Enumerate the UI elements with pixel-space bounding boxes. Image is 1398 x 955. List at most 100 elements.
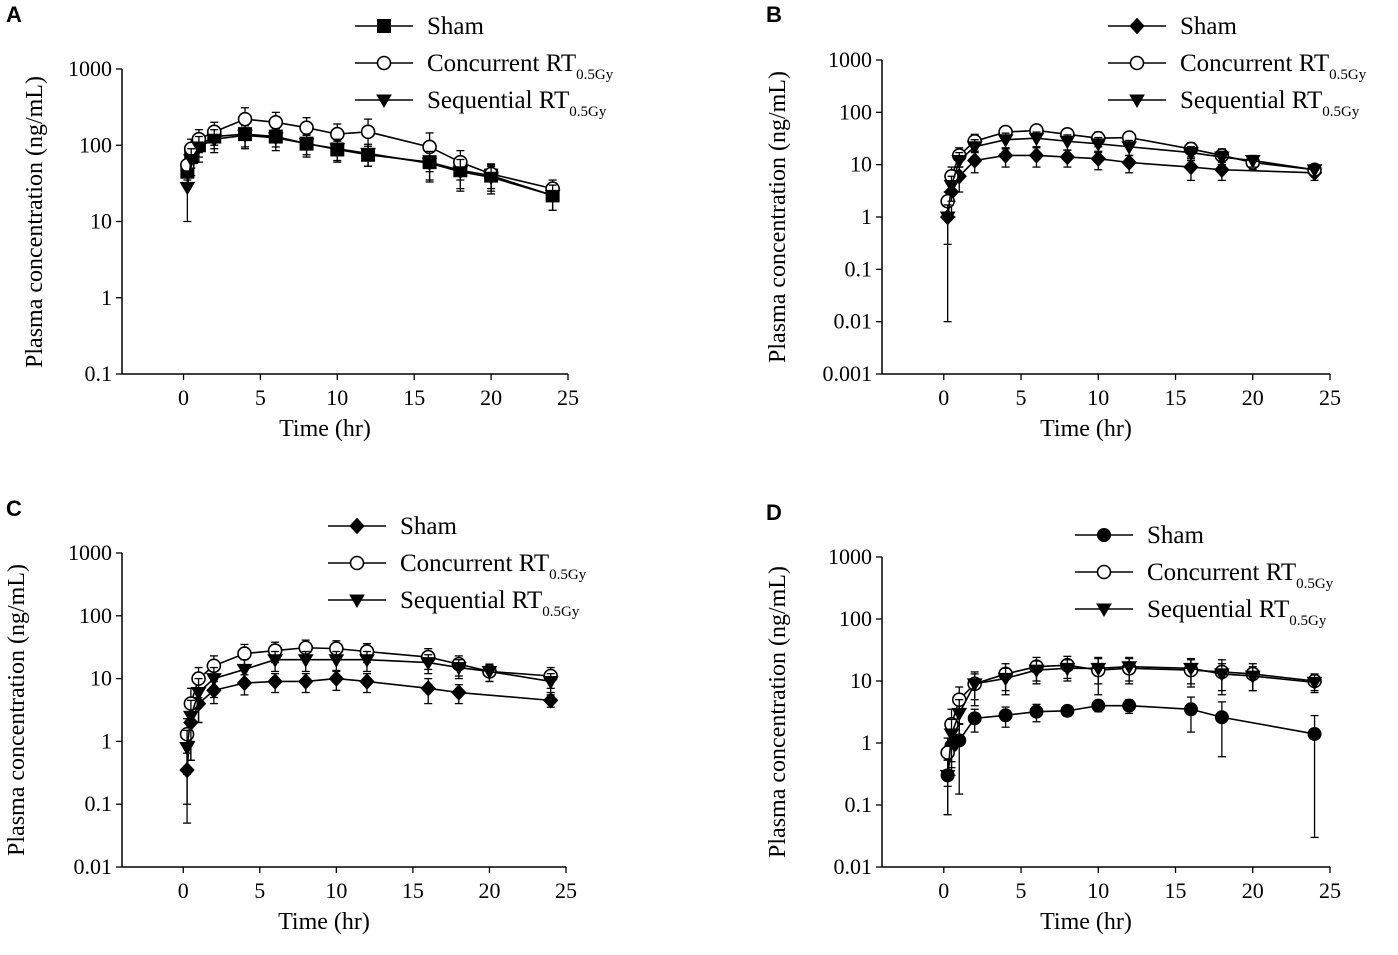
legend-label: Concurrent RT0.5Gy [1147,559,1334,592]
legend-marker [376,55,392,71]
y-tick-label: 1000 [68,56,112,81]
legend-item-1: Sham [355,13,485,40]
legend-item-2: Concurrent RT0.5Gy [1075,559,1334,592]
data-point [237,646,252,661]
y-tick-label: 0.01 [834,854,873,879]
data-point [1029,704,1044,719]
data-point [483,171,499,186]
y-axis-title: Plasma concentration (ng/mL) [765,566,791,858]
panel-letter: C [6,496,22,521]
legend: Sham Concurrent RT0.5Gy Sequential RT0.5Gy [1075,522,1334,629]
legend-label-main: Concurrent RT [427,50,576,77]
legend-label: Sequential RT0.5Gy [427,87,607,120]
series-3 [939,131,1323,246]
data-point [1306,676,1323,691]
data-point [1214,710,1229,725]
data-point [236,663,253,678]
data-point [267,654,283,668]
x-tick-label: 10 [1087,878,1109,903]
x-tick-label: 0 [178,878,189,903]
legend-marker [1129,17,1145,35]
x-tick-label: 20 [480,385,502,410]
x-tick-label: 20 [1242,385,1264,410]
y-tick-label: 0.1 [85,361,113,386]
data-point [542,675,559,690]
legend-label: Sham [1180,13,1238,40]
legend-label-main: Sequential RT [400,587,542,614]
panel-b: B 0.001 0.01 0.1 1 10 100 1000 0 5 10 15 20 25 Time (h… [765,2,1367,442]
series-3 [179,125,561,223]
data-point [183,710,199,725]
data-point [267,132,284,146]
data-point [267,673,283,690]
data-point [329,143,346,157]
data-point [205,673,222,687]
data-point [1091,698,1106,713]
legend-label-main: Sham [427,13,485,40]
data-point [998,708,1013,723]
data-point [360,147,376,162]
data-point [1213,668,1230,682]
legend-label-main: Sequential RT [1180,87,1322,114]
data-point [1060,703,1075,718]
data-point [1028,132,1045,147]
legend-label: Concurrent RT0.5Gy [400,550,587,583]
legend-label-main: Sequential RT [427,87,569,114]
legend-item-3: Sequential RT0.5Gy [355,87,607,120]
legend-label-sub: 0.5Gy [576,67,614,83]
series-line [186,658,551,748]
legend-label: Sham [400,513,458,540]
y-tick-label: 100 [79,132,112,157]
x-tick-label: 15 [402,878,424,903]
x-tick-label: 15 [403,385,425,410]
series-3 [939,656,1323,816]
legend-item-1: Sham [1108,13,1238,40]
legend-label-main: Sham [1147,522,1205,549]
x-tick-label: 25 [555,878,577,903]
data-point [1307,726,1322,741]
data-point [966,678,983,692]
data-point [206,133,223,148]
legend-label: Sequential RT0.5Gy [400,587,580,620]
legend-label: Sham [1147,522,1205,549]
data-point [997,147,1014,164]
y-tick-label: 100 [839,606,872,631]
data-point [190,687,207,701]
data-point [359,673,375,690]
data-point [997,672,1014,687]
y-tick-label: 10 [90,666,112,691]
x-tick-label: 5 [254,878,265,903]
legend-marker [1097,528,1111,542]
data-point [1121,661,1138,675]
x-tick-label: 25 [557,385,579,410]
panel-letter: B [766,2,782,27]
x-axis-title: Time (hr) [278,909,370,935]
y-tick-label: 0.01 [834,309,873,334]
x-axis-title: Time (hr) [1040,909,1132,935]
legend-marker [1129,94,1145,108]
legend-label-main: Concurrent RT [400,550,549,577]
legend-marker [1129,55,1145,71]
y-tick-label: 1 [101,728,112,753]
data-point [420,657,437,671]
y-tick-label: 1 [861,730,872,755]
y-tick-label: 1000 [68,540,112,565]
data-point [237,111,253,127]
y-tick-label: 10 [850,668,872,693]
x-tick-label: 10 [1087,385,1109,410]
data-point [1183,158,1199,176]
data-point [179,741,195,756]
legend-item-3: Sequential RT0.5Gy [1075,596,1327,629]
legend-label-main: Concurrent RT [1180,50,1329,77]
data-point [1059,662,1076,677]
legend-label-main: Sham [1180,13,1238,40]
data-point [298,138,315,152]
legend-label-sub: 0.5Gy [569,104,607,120]
data-point [939,211,956,225]
x-axis-title: Time (hr) [1040,416,1132,442]
x-tick-label: 5 [1016,878,1027,903]
